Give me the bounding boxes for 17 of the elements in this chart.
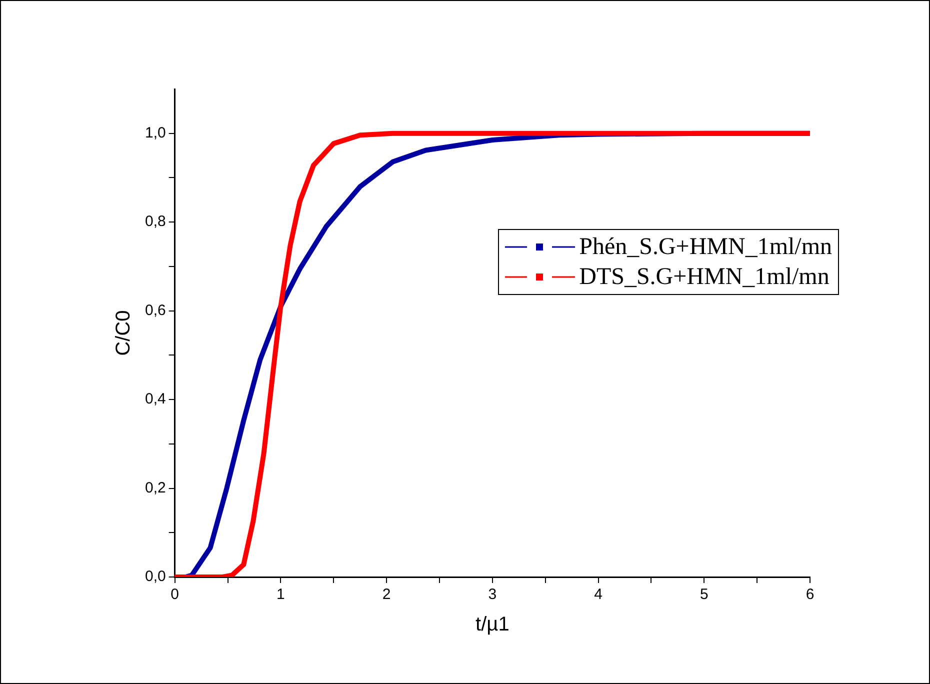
y-tick-label: 0,0: [144, 568, 166, 586]
x-tick-label: 0: [170, 586, 180, 604]
y-tick-label: 0,2: [144, 479, 166, 496]
x-tick-label: 3: [488, 586, 497, 604]
y-tick-label: 0,8: [144, 213, 166, 230]
y-axis-title: C/C0: [112, 310, 135, 356]
y-tick-label: 0,6: [144, 302, 166, 319]
x-axis-title: t/µ1: [476, 614, 510, 636]
x-tick-label: 6: [806, 586, 814, 604]
x-tick-label: 2: [382, 586, 391, 604]
x-tick-label: 5: [700, 586, 708, 604]
x-tick-label: 4: [594, 586, 602, 604]
y-tick-label: 0,4: [144, 390, 166, 408]
x-tick-label: 1: [276, 586, 285, 604]
y-tick-label: 1,0: [144, 124, 166, 142]
legend-label: DTS_S.G+HMN_1ml/mn: [579, 263, 830, 292]
legend-label: Phén_S.G+HMN_1ml/mn: [579, 233, 832, 262]
